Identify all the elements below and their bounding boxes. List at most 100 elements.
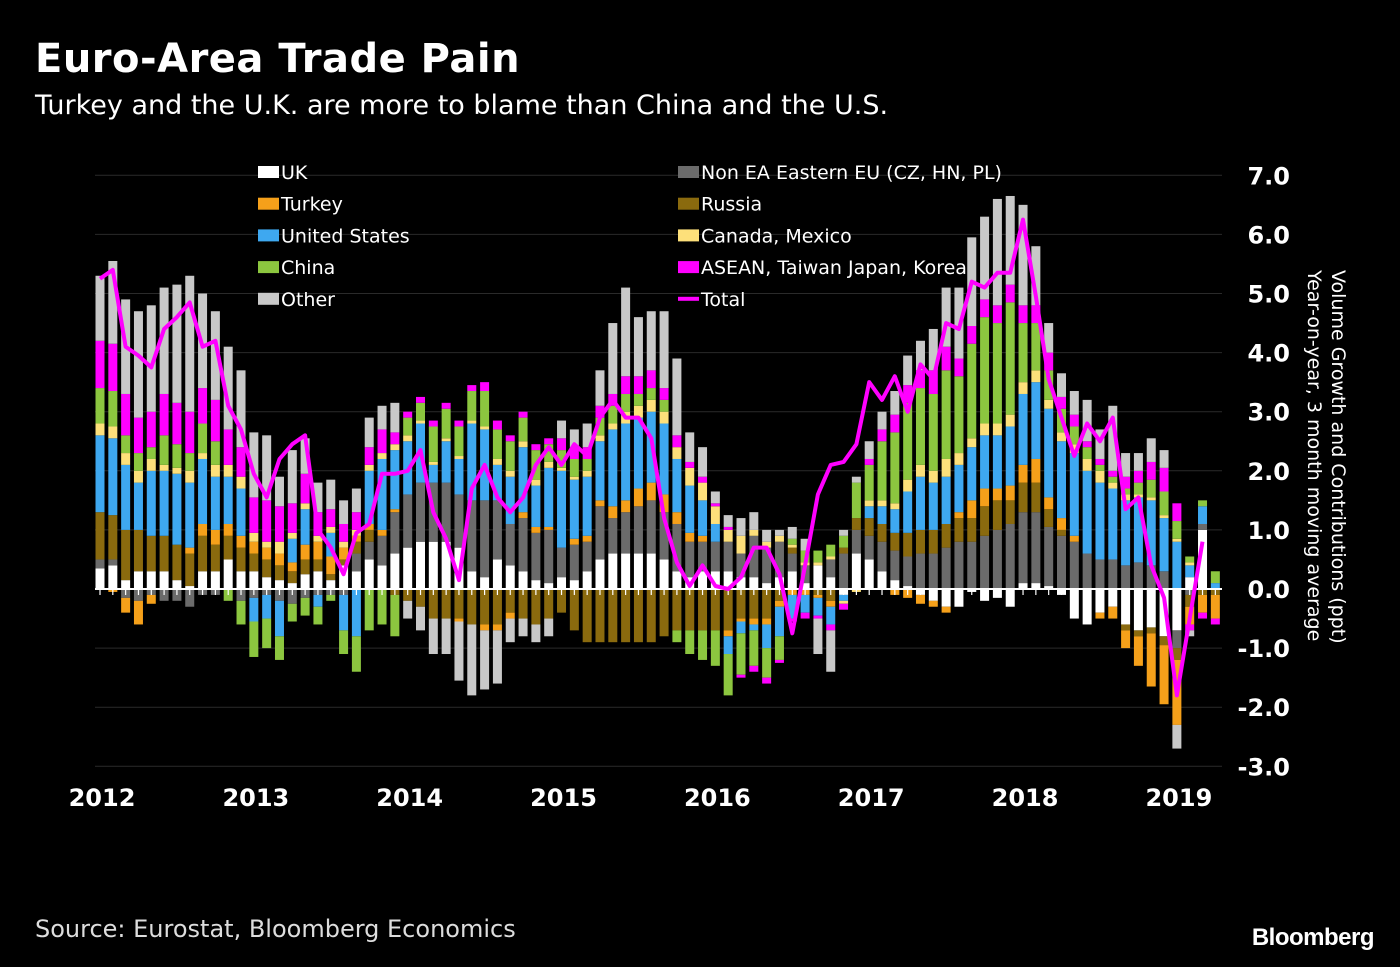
bar-segment-united-states bbox=[249, 597, 259, 622]
bar-segment-other bbox=[133, 311, 143, 418]
bar-segment-turkey bbox=[274, 553, 284, 566]
bar-segment-united-states bbox=[800, 594, 810, 613]
bar-segment-uk bbox=[377, 565, 387, 589]
bar-segment-china bbox=[774, 636, 784, 660]
bar-segment-united-states bbox=[1044, 408, 1054, 498]
bar-segment-russia bbox=[595, 589, 605, 643]
bar-segment-russia bbox=[839, 547, 849, 554]
bar-segment-canada-mexico bbox=[659, 411, 669, 424]
bar-segment-china bbox=[364, 589, 374, 631]
bar-segment-other bbox=[95, 275, 105, 341]
bar-segment-other bbox=[826, 630, 836, 672]
bar-segment-other bbox=[1082, 399, 1092, 442]
bar-segment-non-ea-eastern-eu-cz-hn-pl bbox=[851, 529, 861, 554]
bar-segment-turkey bbox=[685, 532, 695, 542]
bar-segment-turkey bbox=[723, 630, 733, 637]
bar-segment-china bbox=[736, 633, 746, 675]
bar-segment-canada-mexico bbox=[723, 529, 733, 542]
bar-segment-united-states bbox=[223, 476, 233, 524]
bar-segment-china bbox=[518, 417, 528, 442]
bar-segment-asean-taiwan-japan-korea bbox=[185, 411, 195, 454]
bar-segment-china bbox=[108, 391, 118, 427]
bar-segment-united-states bbox=[492, 464, 502, 501]
bar-segment-united-states bbox=[1121, 500, 1131, 566]
bar-segment-turkey bbox=[698, 535, 708, 542]
bar-segment-china bbox=[787, 538, 797, 545]
bar-segment-other bbox=[928, 328, 938, 371]
bar-segment-uk bbox=[480, 577, 490, 589]
bar-segment-united-states bbox=[544, 467, 554, 527]
bar-segment-canada-mexico bbox=[274, 541, 284, 554]
bar-segment-non-ea-eastern-eu-cz-hn-pl bbox=[557, 547, 567, 578]
bar-segment-asean-taiwan-japan-korea bbox=[1057, 396, 1066, 409]
bar-segment-other bbox=[518, 618, 528, 637]
bar-segment-canada-mexico bbox=[1185, 562, 1195, 566]
bar-segment-united-states bbox=[1005, 426, 1015, 486]
bar-segment-united-states bbox=[313, 594, 323, 607]
bar-segment-united-states bbox=[1172, 541, 1182, 589]
bar-segment-china bbox=[685, 630, 695, 655]
legend-label: UK bbox=[281, 162, 308, 184]
bar-segment-turkey bbox=[1044, 497, 1054, 510]
bar-segment-turkey bbox=[300, 544, 310, 560]
y-tick-label: 5.0 bbox=[1247, 281, 1290, 309]
bar-segment-uk bbox=[531, 580, 541, 589]
bar-segment-china bbox=[980, 317, 990, 424]
bar-segment-uk bbox=[1018, 583, 1028, 589]
bar-segment-china bbox=[198, 423, 208, 454]
bar-segment-other bbox=[621, 287, 631, 377]
bar-segment-russia bbox=[915, 529, 925, 554]
bar-segment-russia bbox=[467, 589, 477, 625]
bar-segment-united-states bbox=[236, 488, 246, 536]
chart-title: Euro-Area Trade Pain bbox=[35, 36, 521, 82]
bar-segment-non-ea-eastern-eu-cz-hn-pl bbox=[710, 541, 720, 572]
bar-segment-canada-mexico bbox=[544, 461, 554, 468]
bar-segment-other bbox=[980, 216, 990, 300]
bar-segment-turkey bbox=[659, 494, 669, 513]
bar-segment-asean-taiwan-japan-korea bbox=[915, 370, 925, 389]
bar-segment-canada-mexico bbox=[595, 435, 605, 442]
x-tick-label: 2018 bbox=[992, 784, 1059, 812]
bar-segment-china bbox=[172, 444, 182, 468]
bar-segment-russia bbox=[313, 559, 323, 572]
bar-segment-non-ea-eastern-eu-cz-hn-pl bbox=[864, 535, 874, 560]
bar-segment-non-ea-eastern-eu-cz-hn-pl bbox=[1095, 559, 1105, 589]
bar-segment-canada-mexico bbox=[146, 458, 156, 471]
bar-segment-asean-taiwan-japan-korea bbox=[633, 376, 643, 394]
bar-segment-china bbox=[992, 323, 1002, 424]
bar-segment-canada-mexico bbox=[980, 423, 990, 436]
bar-segment-asean-taiwan-japan-korea bbox=[646, 370, 656, 389]
bar-segment-asean-taiwan-japan-korea bbox=[826, 624, 836, 631]
bar-segment-russia bbox=[672, 589, 682, 631]
bar-segment-other bbox=[1031, 246, 1041, 306]
bar-segment-canada-mexico bbox=[287, 532, 297, 539]
bar-segment-other bbox=[582, 423, 592, 448]
bar-segment-non-ea-eastern-eu-cz-hn-pl bbox=[403, 494, 413, 548]
x-axis-ticks: 2012 2013 2014 2015 2016 2017 2018 2019 bbox=[69, 784, 1213, 812]
x-tick-label: 2013 bbox=[222, 784, 289, 812]
bar-segment-uk bbox=[864, 559, 874, 589]
bar-segment-uk bbox=[826, 577, 836, 589]
bar-segment-china bbox=[762, 648, 772, 678]
legend: UK Turkey United States China Other Non EA Ea… bbox=[258, 162, 1002, 311]
bar-segment-russia bbox=[890, 532, 900, 551]
bar-segment-russia bbox=[1121, 624, 1131, 631]
bar-segment-turkey bbox=[1198, 594, 1208, 613]
bar-segment-asean-taiwan-japan-korea bbox=[172, 402, 182, 445]
bar-segment-china bbox=[249, 621, 259, 657]
bar-segment-uk bbox=[326, 580, 336, 589]
legend-swatch bbox=[258, 166, 279, 178]
bar-segment-uk bbox=[813, 565, 823, 589]
bar-segment-russia bbox=[249, 553, 259, 572]
bar-segment-canada-mexico bbox=[326, 526, 336, 533]
bar-segment-non-ea-eastern-eu-cz-hn-pl bbox=[774, 541, 784, 578]
bar-segment-china bbox=[210, 441, 220, 465]
bar-segment-uk bbox=[1031, 583, 1041, 589]
bar-segment-canada-mexico bbox=[198, 453, 208, 459]
bar-segment-asean-taiwan-japan-korea bbox=[262, 500, 272, 542]
bar-segment-asean-taiwan-japan-korea bbox=[967, 326, 977, 344]
bar-segment-asean-taiwan-japan-korea bbox=[800, 612, 810, 619]
bar-segment-non-ea-eastern-eu-cz-hn-pl bbox=[787, 553, 797, 572]
bar-segment-asean-taiwan-japan-korea bbox=[839, 603, 849, 610]
bar-segment-russia bbox=[736, 589, 746, 619]
